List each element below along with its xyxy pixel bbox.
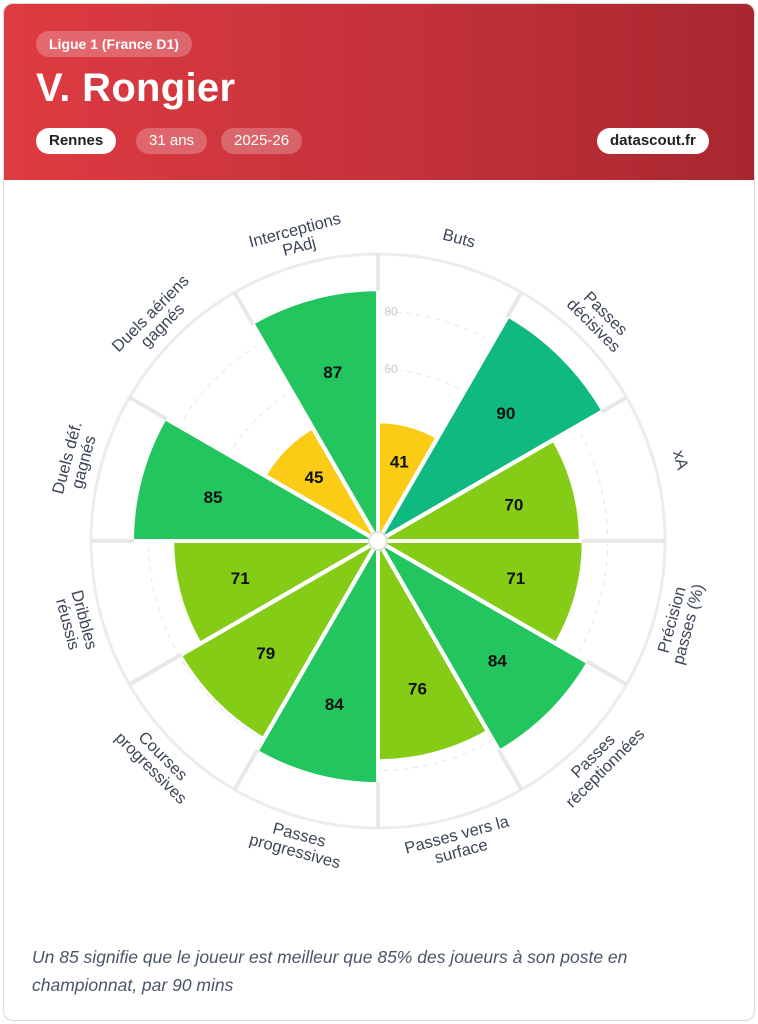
value-label-12: 87 bbox=[323, 363, 342, 382]
category-label-line: Buts bbox=[441, 226, 478, 252]
category-label-3: xA bbox=[669, 448, 691, 471]
age-badge: 31 ans bbox=[136, 128, 208, 154]
bar-separator bbox=[265, 474, 379, 543]
category-label-line: xA bbox=[669, 448, 691, 471]
footnote: Un 85 signifie que le joueur est meilleu… bbox=[32, 947, 628, 995]
value-label-6: 76 bbox=[408, 679, 427, 698]
bar-separator bbox=[376, 316, 509, 543]
bar-separator bbox=[376, 540, 489, 731]
bar-separator bbox=[376, 438, 553, 543]
value-label-10: 85 bbox=[204, 488, 223, 507]
value-label-1: 41 bbox=[390, 452, 409, 471]
bar-3 bbox=[378, 440, 579, 541]
bar-9 bbox=[174, 541, 378, 643]
brand-badge: datascout.fr bbox=[597, 128, 709, 154]
player-name: V. Rongier bbox=[36, 66, 236, 110]
bar-2 bbox=[378, 317, 602, 541]
value-label-4: 71 bbox=[506, 569, 525, 588]
value-label-7: 84 bbox=[325, 695, 344, 714]
category-label-10: Duels déf.gagnés bbox=[49, 420, 102, 501]
category-label-1: Buts bbox=[441, 226, 478, 252]
value-label-5: 84 bbox=[488, 651, 507, 670]
league-badge: Ligue 1 (France D1) bbox=[36, 31, 192, 57]
bar-separator bbox=[251, 323, 380, 543]
bar-5 bbox=[378, 541, 587, 750]
bar-11 bbox=[266, 429, 378, 541]
bar-separator bbox=[262, 540, 380, 739]
value-label-9: 71 bbox=[231, 569, 250, 588]
season-badge: 2025-26 bbox=[221, 128, 303, 154]
bar-separator bbox=[376, 539, 588, 664]
header-banner: Ligue 1 (France D1) V. Rongier Rennes 31… bbox=[4, 4, 754, 180]
center-hub bbox=[368, 531, 388, 551]
bar-10 bbox=[134, 419, 378, 541]
value-label-2: 90 bbox=[496, 404, 515, 423]
bar-separator bbox=[200, 539, 380, 645]
bar-8 bbox=[181, 541, 378, 738]
value-label-11: 45 bbox=[305, 468, 324, 487]
bar-12 bbox=[253, 291, 378, 541]
radial-tick-label: 80 bbox=[384, 304, 398, 318]
team-badge: Rennes bbox=[36, 128, 117, 154]
bar-6 bbox=[378, 541, 488, 760]
value-label-3: 70 bbox=[504, 496, 523, 515]
bar-4 bbox=[378, 541, 582, 643]
value-label-8: 79 bbox=[256, 644, 275, 663]
category-label-9: Dribblesréussis bbox=[51, 588, 100, 656]
radial-tick-label: 60 bbox=[384, 362, 398, 376]
bar-7 bbox=[257, 541, 378, 783]
